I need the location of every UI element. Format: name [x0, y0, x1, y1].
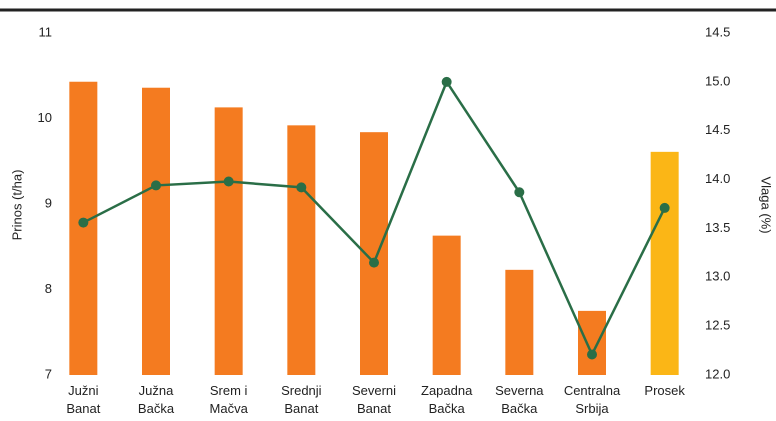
x-tick-label-line: Bačka — [138, 401, 175, 416]
x-tick-label: Srem i Mačva — [210, 383, 249, 416]
x-tick-label-line: Prosek — [644, 383, 685, 398]
x-tick-label-line: Južna — [139, 383, 174, 398]
x-tick-label: Južni Banat — [66, 383, 100, 416]
y2-tick-label: 12.0 — [705, 366, 730, 381]
line-point — [514, 187, 525, 198]
line-point — [369, 257, 379, 268]
y2-tick-label: 14.5 — [705, 122, 730, 137]
y-tick-label: 8 — [45, 281, 52, 296]
y2-tick-label: 12.5 — [705, 318, 730, 333]
bar — [578, 310, 606, 375]
x-tick-label: Srednji Banat — [281, 383, 322, 416]
bar — [69, 81, 98, 376]
line-point — [441, 76, 452, 87]
x-tick-label: Zapadna Bačka — [421, 383, 473, 416]
y2-tick-label: 13.5 — [705, 220, 730, 235]
y-axis-title: Prinos (t/ha) — [9, 170, 24, 241]
x-tick-label: Južna Bačka — [138, 383, 175, 416]
line-point — [223, 176, 234, 187]
x-tick-label-line: Banat — [66, 401, 100, 416]
y-tick-label: 10 — [38, 110, 52, 125]
bar — [650, 151, 679, 375]
x-tick-label-line: Bačka — [501, 401, 538, 416]
y2-tick-label: 13.0 — [705, 269, 730, 284]
x-tick-label: Severni Banat — [352, 383, 396, 416]
x-tick-label-line: Centralna — [564, 383, 621, 398]
x-tick-label-line: Banat — [357, 401, 391, 416]
bar — [214, 107, 243, 375]
x-tick-label-line: Srem i — [210, 383, 248, 398]
x-tick-label: Centralna Srbija — [564, 383, 621, 416]
x-tick-label-line: Banat — [284, 401, 318, 416]
bar — [287, 125, 316, 375]
x-tick-label: Severna Bačka — [495, 383, 544, 416]
x-tick-label-line: Severna — [495, 383, 544, 398]
y2-axis-title: Vlaga (%) — [759, 176, 774, 233]
line-point — [296, 182, 307, 193]
x-tick-label-line: Zapadna — [421, 383, 473, 398]
x-tick-label-line: Bačka — [429, 401, 466, 416]
line-point — [78, 217, 89, 228]
bar — [505, 269, 534, 375]
x-tick-label: Prosek — [644, 383, 685, 398]
line-point — [659, 202, 670, 213]
x-tick-label-line: Severni — [352, 383, 396, 398]
bar — [142, 87, 170, 375]
x-tick-label-line: Mačva — [210, 401, 249, 416]
y-tick-label: 7 — [45, 366, 52, 381]
y2-tick-label: 14.0 — [705, 171, 730, 186]
line-point — [151, 180, 161, 191]
y2-tick-label: 14.5 — [705, 24, 730, 39]
y-tick-label: 9 — [45, 195, 52, 210]
bar — [432, 235, 461, 375]
y-tick-label: 11 — [39, 24, 53, 39]
line-point — [587, 349, 597, 360]
y2-tick-label: 15.0 — [705, 73, 730, 88]
x-tick-label-line: Srbija — [575, 401, 609, 416]
x-tick-label-line: Južni — [68, 383, 98, 398]
x-tick-label-line: Srednji — [281, 383, 322, 398]
